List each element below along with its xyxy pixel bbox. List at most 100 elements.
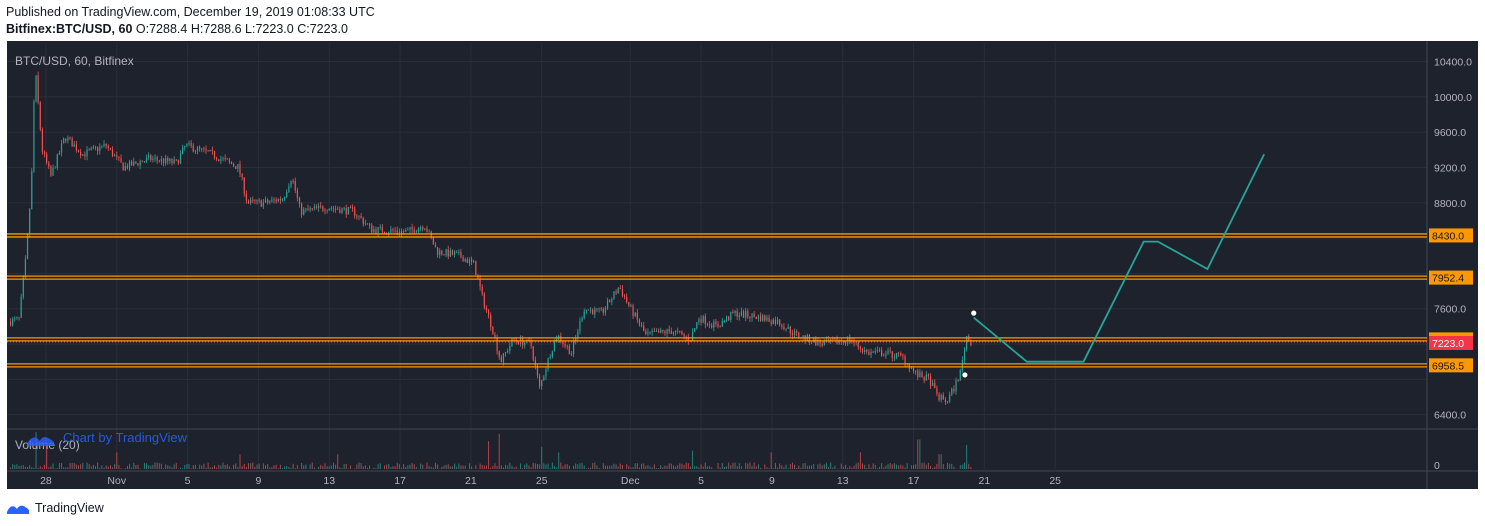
volume-bar [454, 463, 456, 469]
level-badge [1429, 270, 1473, 285]
volume-bar [949, 463, 951, 469]
volume-bar [462, 465, 464, 469]
volume-bar [798, 465, 800, 469]
volume-bar [48, 467, 50, 469]
volume-bar [54, 468, 56, 469]
candle-body [470, 259, 473, 262]
volume-bar [891, 464, 893, 469]
volume-bar [388, 464, 390, 469]
volume-bar [855, 463, 857, 469]
volume-bar [133, 462, 135, 469]
volume-bar [893, 463, 895, 469]
volume-bar [887, 464, 889, 469]
candle-body [156, 157, 158, 161]
projection-marker [971, 310, 977, 316]
candle-body [254, 200, 256, 202]
volume-bar [35, 432, 37, 469]
candle-body [82, 154, 84, 156]
volume-bar [719, 467, 721, 469]
candle-body [260, 200, 262, 207]
candle-body [420, 227, 422, 229]
candle-body [698, 319, 700, 323]
candle-body [383, 231, 386, 234]
candle-body [458, 251, 460, 253]
candle-body [657, 330, 660, 333]
candle-body [700, 319, 702, 323]
candle-body [619, 288, 621, 289]
candle-body [54, 167, 56, 169]
volume-bar [131, 467, 133, 469]
volume-bar [71, 462, 73, 469]
volume-bar [494, 463, 496, 469]
volume-bar [207, 462, 209, 469]
price-tick-label: 7600.0 [1434, 304, 1466, 316]
volume-bar [279, 464, 281, 469]
candle-body [719, 326, 721, 328]
volume-bar [959, 464, 961, 469]
candle-body [186, 143, 188, 146]
candle-body [823, 342, 825, 346]
volume-bar [396, 462, 398, 469]
candle-body [796, 331, 798, 333]
candle-body [366, 223, 369, 225]
volume-bar [290, 467, 292, 469]
level-badge-label: 7952.4 [1432, 273, 1464, 285]
candle-body [201, 148, 203, 150]
candle-body [388, 232, 390, 234]
candle-body [69, 137, 71, 139]
volume-bar [186, 464, 188, 469]
candle-body [124, 166, 126, 171]
volume-bar [915, 464, 917, 469]
volume-bar [129, 463, 131, 469]
volume-bar [925, 464, 927, 469]
candle-body [148, 155, 150, 158]
symbol-label: Bitfinex:BTC/USD, 60 [6, 22, 133, 36]
candle-body [653, 330, 655, 332]
volume-bar [515, 466, 517, 469]
candle-body [192, 145, 194, 152]
candle-body [379, 226, 381, 228]
candle-body [400, 230, 403, 234]
volume-bar [874, 464, 876, 469]
open-label: O:7288.4 [135, 22, 188, 36]
candle-body [411, 227, 413, 230]
volume-bar [107, 466, 109, 469]
candle-body [150, 155, 152, 160]
candle-body [239, 164, 241, 174]
candle-body [655, 330, 658, 332]
volume-bar [65, 467, 67, 469]
volume-bar [309, 464, 311, 469]
volume-bar [794, 464, 796, 469]
candle-body [445, 249, 447, 256]
volume-bar [545, 464, 547, 469]
volume-bar [885, 465, 887, 469]
candle-body [755, 316, 757, 319]
candle-body [16, 317, 18, 319]
candle-body [536, 365, 539, 376]
candle-body [490, 315, 492, 327]
candle-body [951, 389, 953, 395]
candle-body [855, 342, 857, 344]
candle-body [426, 228, 428, 232]
volume-bar [566, 464, 568, 469]
candle-body [844, 341, 847, 344]
candle-body [315, 206, 318, 208]
volume-bar [626, 464, 628, 469]
volume-bar [791, 462, 793, 469]
volume-bar [881, 463, 883, 469]
volume-bar [188, 463, 190, 469]
volume-bar [651, 467, 653, 469]
candle-body [422, 227, 424, 230]
volume-bar [75, 464, 77, 469]
volume-bar [158, 463, 160, 469]
volume-bar [16, 464, 18, 469]
candle-body [354, 208, 356, 216]
watermark: Chart by TradingView [27, 430, 188, 446]
candle-body [638, 319, 641, 325]
price-tick-label: 10400.0 [1434, 57, 1472, 69]
volume-bar [630, 467, 632, 469]
volume-bar [313, 467, 315, 469]
volume-bar [649, 466, 651, 469]
candle-body [318, 205, 320, 208]
